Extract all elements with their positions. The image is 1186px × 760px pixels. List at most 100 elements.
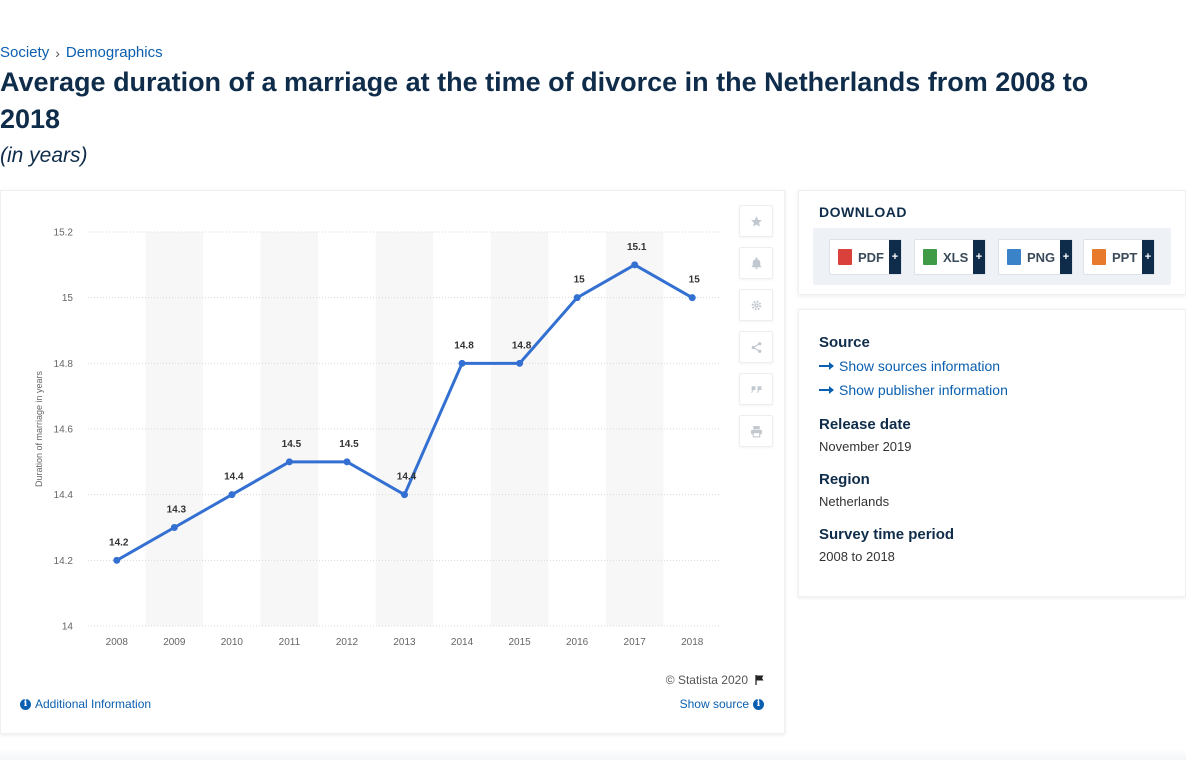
data-point [401, 491, 408, 499]
download-png-label: PNG [1027, 249, 1056, 265]
data-label: 14.3 [167, 505, 187, 516]
download-bar: PDF + XLS + PNG + PPT + [813, 228, 1171, 285]
share-button[interactable] [739, 331, 773, 363]
png-file-icon [1007, 249, 1021, 265]
page-subtitle: (in years) [0, 144, 88, 167]
x-tick-label: 2010 [221, 637, 244, 648]
data-label: 14.5 [282, 439, 302, 450]
download-title: DOWNLOAD [819, 204, 907, 220]
data-point [688, 294, 696, 302]
data-label: 14.8 [512, 340, 532, 351]
x-tick-label: 2008 [106, 637, 129, 648]
page-bottom-strip [0, 748, 1186, 760]
y-tick-label: 15 [62, 293, 74, 304]
data-point [631, 261, 639, 269]
data-point [516, 359, 524, 367]
download-card: DOWNLOAD PDF + XLS + PNG + PPT + [798, 190, 1186, 295]
star-icon [750, 215, 762, 227]
pdf-file-icon [838, 249, 852, 265]
statistic-info-card: Source Show sources information Show pub… [798, 309, 1186, 597]
x-tick-label: 2012 [336, 637, 359, 648]
breadcrumb: Society › Demographics [0, 44, 163, 61]
y-tick-label: 14.4 [54, 490, 74, 501]
xls-file-icon [923, 249, 937, 265]
x-tick-label: 2013 [393, 637, 416, 648]
y-axis-label: Duration of marriage in years [34, 370, 44, 487]
y-tick-label: 14 [62, 622, 74, 633]
arrow-right-icon [819, 362, 834, 370]
info-icon: i [20, 698, 31, 710]
x-tick-label: 2009 [163, 637, 186, 648]
data-label: 15 [574, 275, 586, 286]
quote-icon [750, 385, 761, 393]
x-tick-label: 2016 [566, 637, 589, 648]
data-label: 15.1 [627, 242, 647, 253]
share-icon [751, 341, 761, 353]
show-sources-label: Show sources information [839, 358, 1001, 374]
additional-information-link[interactable]: i Additional Information [20, 697, 151, 711]
data-label: 15 [689, 275, 701, 286]
breadcrumb-society[interactable]: Society [0, 44, 50, 61]
gear-icon [751, 300, 761, 310]
bell-icon [751, 257, 761, 269]
print-icon [750, 425, 762, 437]
chart-card: 14 14.2 14.4 14.6 14.8 15 15.2 2008 2009 2010 2011… [0, 190, 785, 734]
source-heading: Source [819, 334, 870, 351]
line-chart: 14 14.2 14.4 14.6 14.8 15 15.2 2008 2009 2010 2011… [34, 228, 721, 648]
download-pdf-plus[interactable]: + [889, 240, 901, 274]
download-ppt-button[interactable]: PPT + [1083, 239, 1155, 275]
x-tick-label: 2011 [279, 637, 301, 648]
x-tick-label: 2014 [451, 637, 474, 648]
download-png-button[interactable]: PNG + [998, 239, 1073, 275]
x-tick-label: 2015 [508, 637, 531, 648]
download-pdf-label: PDF [858, 249, 884, 265]
show-source-link[interactable]: Show source i [680, 697, 764, 711]
region-value: Netherlands [819, 494, 890, 509]
y-tick-label: 14.2 [54, 556, 74, 567]
alert-button[interactable] [739, 247, 773, 279]
x-tick-label: 2018 [681, 637, 704, 648]
download-ppt-label: PPT [1112, 249, 1138, 265]
release-date-heading: Release date [819, 416, 911, 433]
ppt-file-icon [1092, 249, 1106, 265]
region-heading: Region [819, 471, 870, 488]
y-tick-label: 14.8 [54, 359, 74, 370]
additional-information-label: Additional Information [35, 697, 152, 711]
cite-button[interactable] [739, 373, 773, 405]
show-sources-link[interactable]: Show sources information [819, 358, 1000, 374]
data-point [285, 458, 293, 466]
download-xls-button[interactable]: XLS + [914, 239, 986, 275]
print-button[interactable] [739, 415, 773, 447]
download-png-plus[interactable]: + [1060, 240, 1072, 274]
show-source-label: Show source [679, 697, 749, 711]
data-label: 14.2 [109, 537, 129, 548]
download-xls-label: XLS [943, 249, 969, 265]
breadcrumb-separator: › [55, 44, 60, 61]
show-publisher-link[interactable]: Show publisher information [819, 382, 1008, 398]
data-point [343, 458, 351, 466]
chart-toolbar [739, 205, 773, 447]
data-label: 14.4 [224, 472, 244, 483]
download-xls-plus[interactable]: + [973, 240, 985, 274]
release-date-value: November 2019 [819, 439, 912, 454]
flag-icon[interactable] [754, 674, 766, 686]
data-point [573, 294, 581, 302]
data-label: 14.4 [397, 472, 417, 483]
x-tick-label: 2017 [624, 637, 647, 648]
data-point [458, 359, 466, 367]
download-pdf-button[interactable]: PDF + [829, 239, 902, 275]
data-point [170, 524, 178, 531]
settings-button[interactable] [739, 289, 773, 321]
page-title: Average duration of a marriage at the ti… [0, 67, 1089, 134]
favorite-button[interactable] [739, 205, 773, 237]
data-point [228, 491, 236, 499]
data-label: 14.8 [454, 340, 474, 351]
download-ppt-plus[interactable]: + [1142, 240, 1154, 274]
copyright-text: © Statista 2020 [665, 673, 748, 687]
data-point [113, 556, 121, 564]
survey-period-heading: Survey time period [819, 526, 955, 543]
breadcrumb-demographics[interactable]: Demographics [65, 44, 163, 61]
y-tick-label: 15.2 [54, 228, 74, 239]
survey-period-value: 2008 to 2018 [819, 549, 895, 564]
copyright: © Statista 2020 [666, 673, 766, 687]
